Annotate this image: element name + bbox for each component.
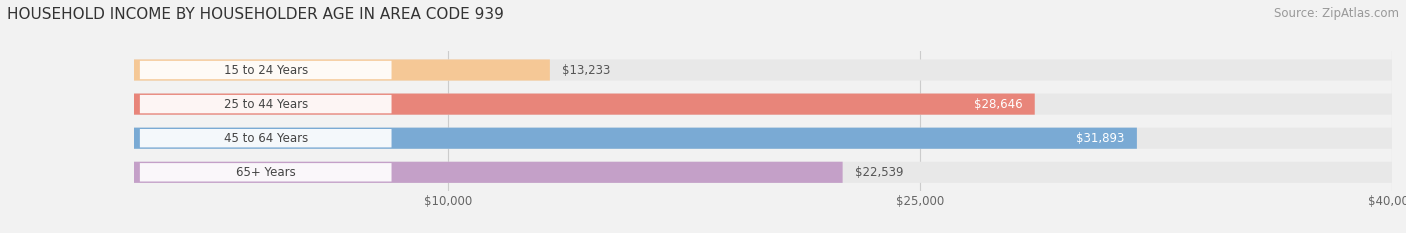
- FancyBboxPatch shape: [134, 93, 1035, 115]
- Text: 15 to 24 Years: 15 to 24 Years: [224, 64, 308, 76]
- FancyBboxPatch shape: [139, 95, 391, 113]
- Text: HOUSEHOLD INCOME BY HOUSEHOLDER AGE IN AREA CODE 939: HOUSEHOLD INCOME BY HOUSEHOLDER AGE IN A…: [7, 7, 503, 22]
- FancyBboxPatch shape: [134, 162, 842, 183]
- Text: $22,539: $22,539: [855, 166, 904, 179]
- FancyBboxPatch shape: [134, 93, 1392, 115]
- FancyBboxPatch shape: [134, 162, 1392, 183]
- Text: 25 to 44 Years: 25 to 44 Years: [224, 98, 308, 111]
- Text: Source: ZipAtlas.com: Source: ZipAtlas.com: [1274, 7, 1399, 20]
- Text: 65+ Years: 65+ Years: [236, 166, 295, 179]
- Text: $13,233: $13,233: [562, 64, 610, 76]
- FancyBboxPatch shape: [134, 128, 1137, 149]
- FancyBboxPatch shape: [139, 163, 391, 182]
- FancyBboxPatch shape: [134, 59, 1392, 81]
- FancyBboxPatch shape: [134, 128, 1392, 149]
- Text: $28,646: $28,646: [973, 98, 1022, 111]
- Text: 45 to 64 Years: 45 to 64 Years: [224, 132, 308, 145]
- FancyBboxPatch shape: [139, 129, 391, 147]
- FancyBboxPatch shape: [139, 61, 391, 79]
- FancyBboxPatch shape: [134, 59, 550, 81]
- Text: $31,893: $31,893: [1076, 132, 1125, 145]
